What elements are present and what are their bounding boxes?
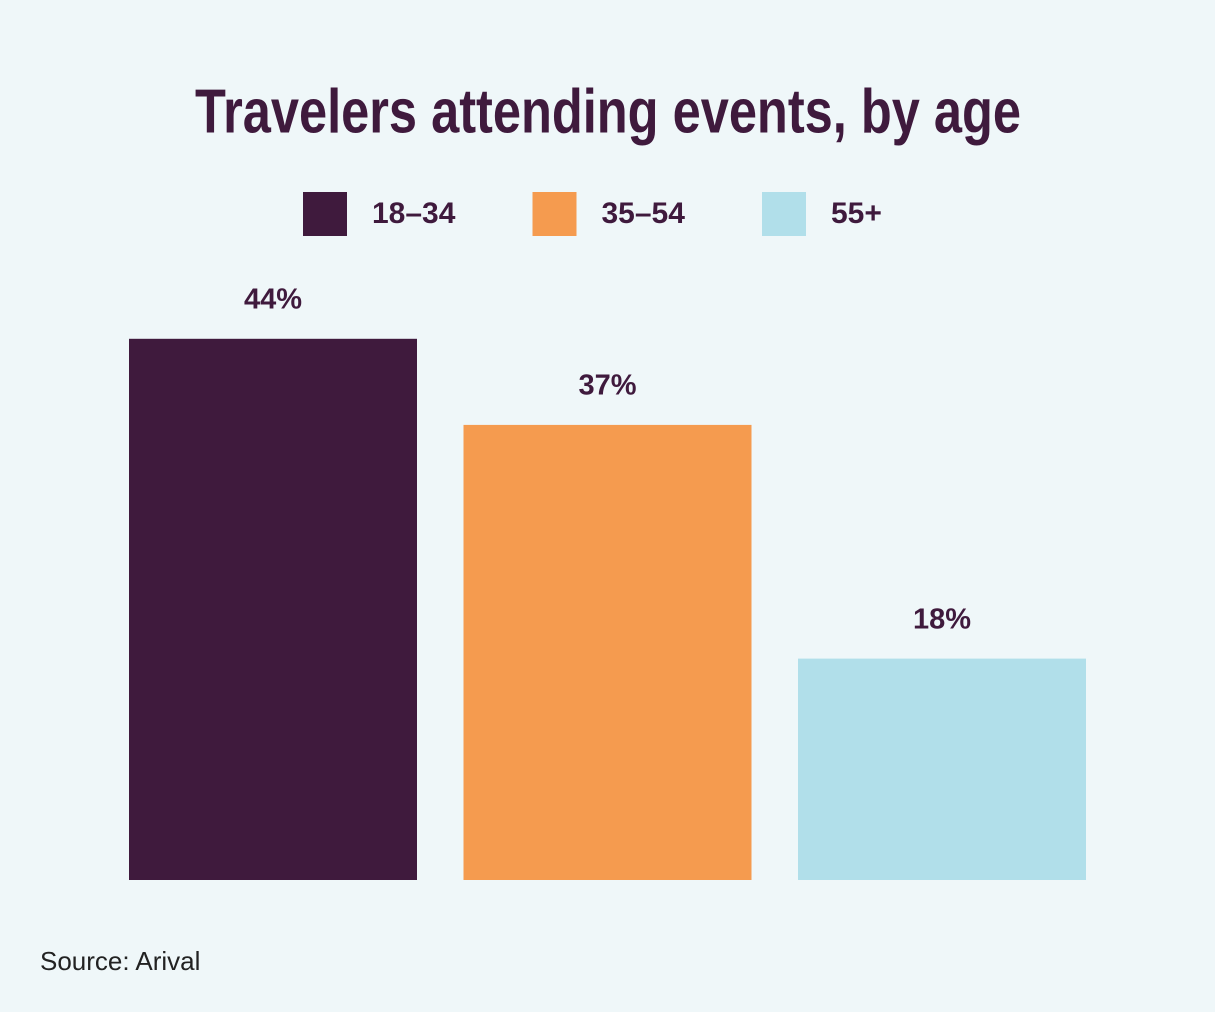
value-label: 44% — [244, 283, 302, 315]
legend-swatch — [532, 192, 577, 236]
legend-label: 55+ — [831, 197, 882, 230]
legend-swatch — [303, 192, 347, 236]
value-label: 37% — [578, 370, 636, 402]
value-label: 18% — [913, 603, 971, 635]
bar — [798, 658, 1086, 880]
legend-label: 18–34 — [372, 197, 456, 230]
legend-swatch — [762, 192, 806, 236]
bar — [463, 424, 752, 880]
chart-title: Travelers attending events, by age — [195, 77, 1021, 146]
bar — [129, 338, 417, 880]
source: Source: Arival — [40, 946, 200, 976]
legend-label: 35–54 — [602, 197, 686, 230]
